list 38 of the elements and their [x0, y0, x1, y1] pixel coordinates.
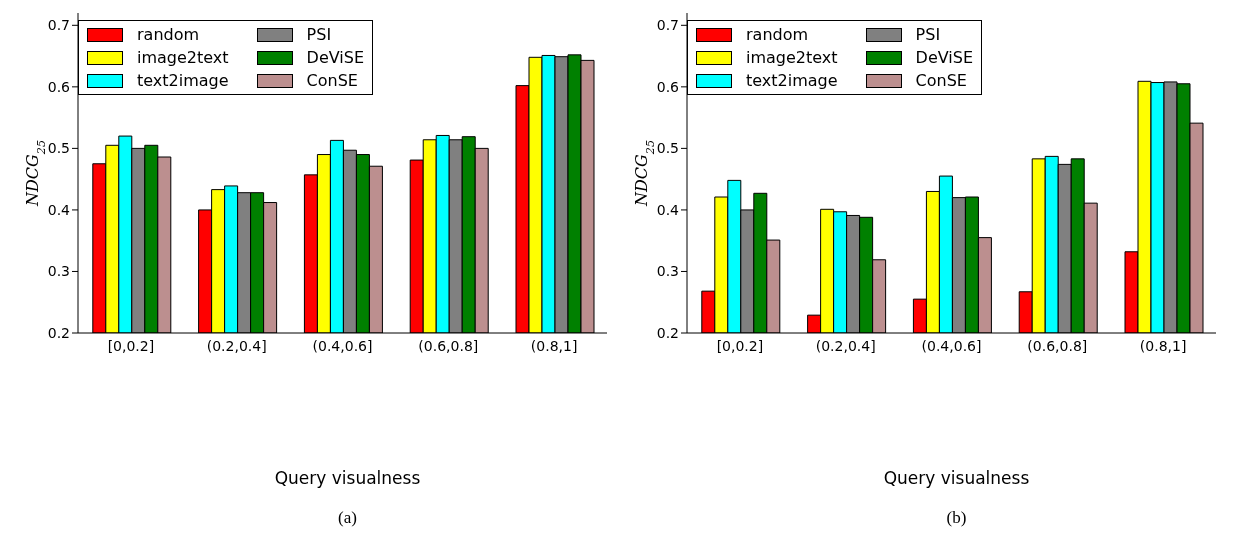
legend-label: ConSE	[306, 71, 358, 90]
x-tick-label: [0,0.2]	[716, 337, 764, 354]
legend-label: DeViSE	[306, 48, 365, 67]
x-tick-label: (0.2,0.4]	[815, 337, 876, 354]
legend-label: random	[746, 25, 809, 44]
legend-label: PSI	[306, 25, 332, 44]
legend-label: random	[137, 25, 200, 44]
x-tick-label: (0.2,0.4]	[206, 337, 267, 354]
legend-label: text2image	[137, 71, 229, 90]
x-tick-label: (0.6,0.8]	[1027, 337, 1088, 354]
y-tick-label: 0.5	[47, 140, 70, 157]
legend-label: ConSE	[915, 71, 967, 90]
legend-label: image2text	[137, 48, 229, 67]
x-axis-title: Query visualness	[882, 468, 1031, 488]
y-tick-label: 0.4	[656, 201, 680, 218]
y-tick-label: 0.5	[656, 140, 679, 157]
x-tick-label: (0.8,1]	[530, 337, 578, 354]
legend-label: DeViSE	[915, 48, 974, 67]
y-tick-label: 0.6	[47, 78, 71, 95]
x-tick-label: (0.4,0.6]	[921, 337, 982, 354]
x-tick-label: (0.6,0.8]	[418, 337, 479, 354]
y-tick-label: 0.6	[656, 78, 680, 95]
text: (a)	[337, 508, 358, 528]
x-axis-title: Query visualness	[273, 468, 422, 488]
y-tick-label: 0.2	[47, 324, 70, 341]
y-tick-label: 0.7	[656, 17, 679, 34]
y-tick-label: 0.3	[656, 263, 679, 280]
text: (b)	[945, 508, 968, 528]
y-tick-label: 0.4	[47, 201, 71, 218]
y-tick-label: 0.7	[47, 17, 70, 34]
x-tick-label: (0.8,1]	[1139, 337, 1187, 354]
x-tick-label: (0.4,0.6]	[312, 337, 373, 354]
legend-label: image2text	[746, 48, 838, 67]
legend-label: text2image	[746, 71, 838, 90]
legend-label: PSI	[915, 25, 941, 44]
y-tick-label: 0.2	[656, 324, 679, 341]
x-tick-label: [0,0.2]	[107, 337, 155, 354]
y-tick-label: 0.3	[47, 263, 70, 280]
